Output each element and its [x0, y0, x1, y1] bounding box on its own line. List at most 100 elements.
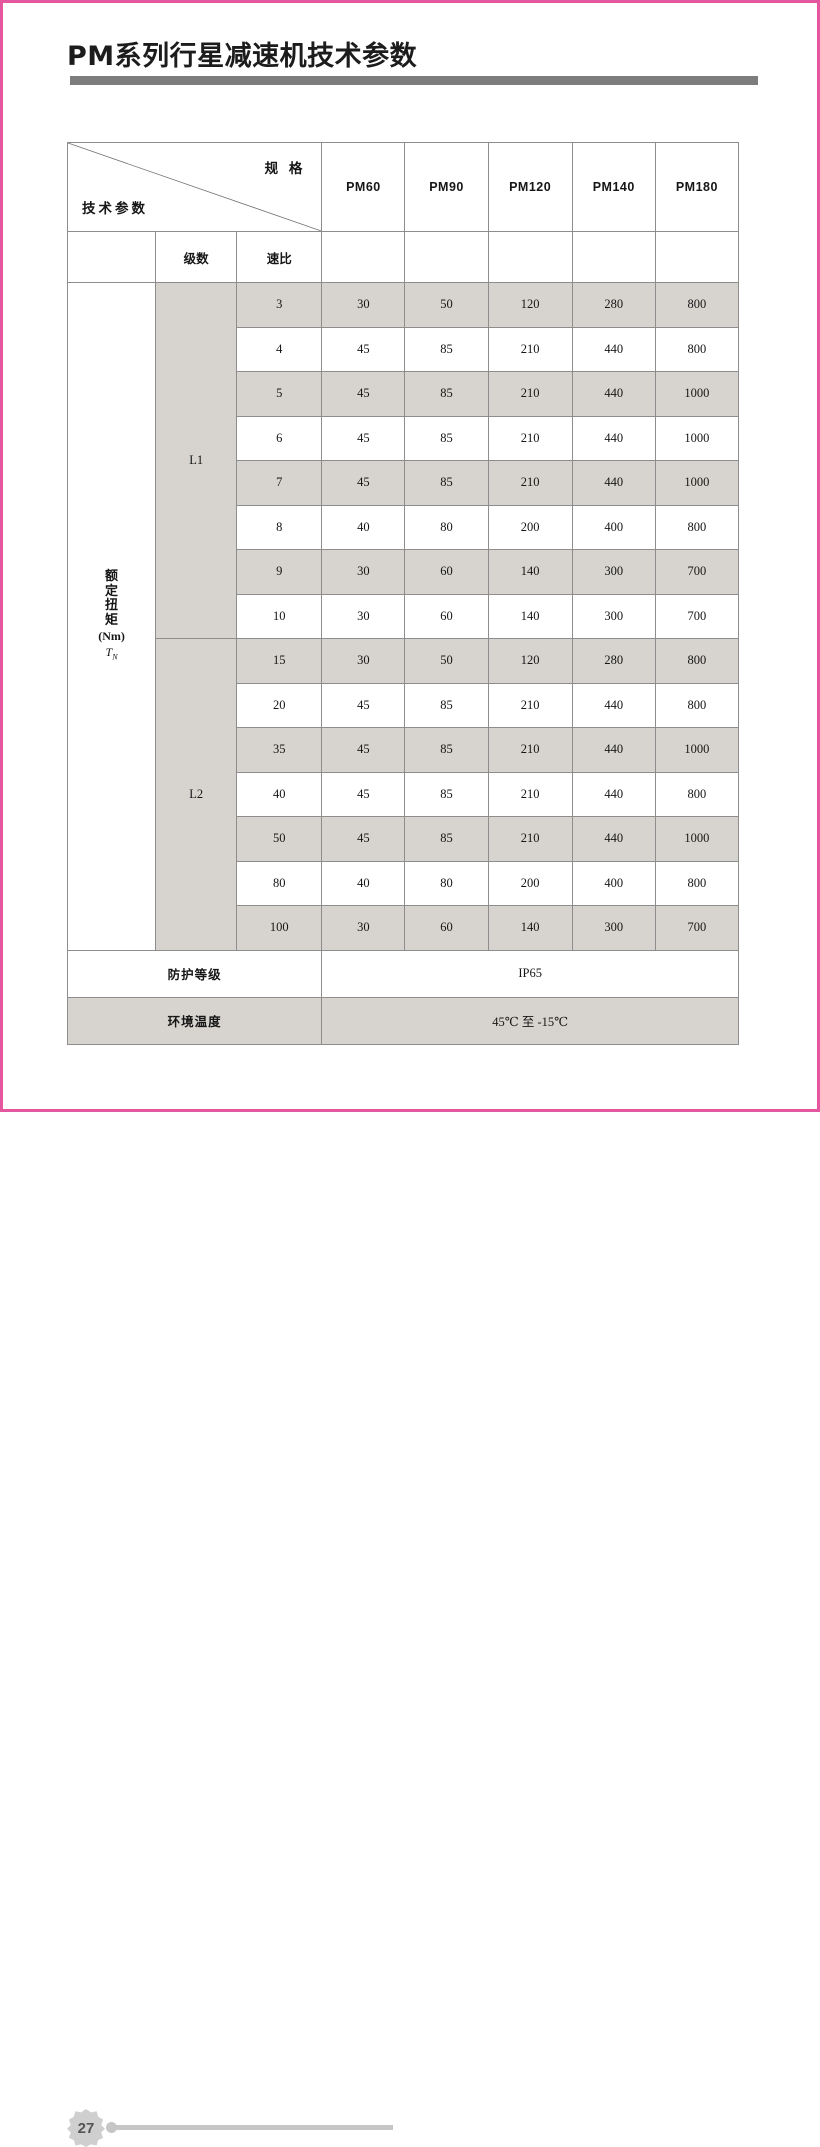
torque-value-pm60: 45	[321, 682, 406, 728]
page-footer: 27	[4, 1054, 820, 2147]
torque-value-pm90: 85	[404, 415, 489, 461]
torque-value-pm90: 85	[404, 771, 489, 817]
corner-spec-label: 规 格	[264, 161, 306, 177]
torque-value-pm120: 140	[487, 549, 573, 595]
torque-value-pm60: 45	[321, 460, 406, 506]
torque-value-pm120: 140	[487, 593, 573, 639]
subheader-stages: 级数	[155, 231, 238, 283]
footer-label-0: 防护等级	[66, 949, 323, 998]
ratio-cell: 15	[236, 638, 323, 684]
footer-line-decoration	[116, 2125, 393, 2130]
torque-value-pm120: 210	[487, 326, 573, 372]
table-row: 4 45 85 210 440 800	[68, 326, 740, 372]
torque-value-pm120: 210	[487, 460, 573, 506]
stage-cell-l2: L2	[155, 638, 238, 951]
table-row: 50 45 85 210 440 1000	[68, 816, 740, 862]
rated-torque-symbol: TN	[105, 644, 118, 662]
page-inner-frame: PM系列行星减速机技术参数 规 格技术参数 PM60 PM90 PM120 PM140 P…	[3, 3, 820, 2147]
model-header-pm60: PM60	[321, 142, 406, 232]
torque-value-pm60: 45	[321, 816, 406, 862]
table-row: 6 45 85 210 440 1000	[68, 415, 740, 461]
torque-value-pm140: 440	[571, 415, 656, 461]
torque-value-pm180: 700	[654, 593, 740, 639]
torque-value-pm90: 80	[404, 504, 489, 550]
table-row: 9 30 60 140 300 700	[68, 549, 740, 595]
torque-value-pm60: 30	[321, 282, 406, 328]
torque-value-pm180: 1000	[654, 816, 740, 862]
torque-value-pm140: 280	[571, 282, 656, 328]
torque-value-pm120: 200	[487, 504, 573, 550]
table-row: 8 40 80 200 400 800	[68, 504, 740, 550]
table-row: 额定扭矩 (Nm) TN L1 3 30 50 120 280 800	[66, 282, 740, 951]
torque-value-pm140: 440	[571, 371, 656, 417]
ratio-cell: 80	[236, 860, 323, 906]
torque-value-pm140: 300	[571, 593, 656, 639]
torque-value-pm140: 400	[571, 860, 656, 906]
torque-value-pm140: 440	[571, 460, 656, 506]
subheader-spacer-pm180	[654, 231, 740, 283]
ratio-cell: 50	[236, 816, 323, 862]
torque-value-pm140: 440	[571, 682, 656, 728]
rated-torque-char-0: 额	[105, 569, 119, 585]
rated-torque-char-3: 矩	[105, 612, 119, 628]
footer-label-1: 环境温度	[66, 996, 323, 1045]
subheader-spacer-pm120	[487, 231, 573, 283]
diagonal-divider-icon	[68, 143, 322, 231]
table-footer-row: 环境温度 45℃ 至 -15℃	[66, 996, 739, 1045]
torque-value-pm140: 400	[571, 504, 656, 550]
torque-value-pm180: 800	[654, 860, 740, 906]
torque-value-pm90: 85	[404, 816, 489, 862]
rated-torque-stack: 额定扭矩 (Nm) TN	[68, 570, 155, 662]
torque-value-pm90: 85	[404, 460, 489, 506]
torque-value-pm90: 85	[404, 326, 489, 372]
torque-value-pm60: 40	[321, 504, 406, 550]
torque-value-pm60: 40	[321, 860, 406, 906]
torque-value-pm120: 140	[487, 905, 573, 951]
table-footer-row: 防护等级 IP65	[66, 949, 739, 998]
ratio-cell: 8	[236, 504, 323, 550]
table-row: 40 45 85 210 440 800	[68, 771, 740, 817]
ratio-cell: 7	[236, 460, 323, 506]
subheader-spacer-pm60	[321, 231, 406, 283]
torque-value-pm60: 30	[321, 905, 406, 951]
rated-torque-char-2: 扭	[105, 598, 119, 614]
subheader-spacer-pm90	[404, 231, 489, 283]
torque-value-pm180: 800	[654, 638, 740, 684]
torque-value-pm120: 210	[487, 816, 573, 862]
torque-value-pm180: 800	[654, 326, 740, 372]
torque-value-pm90: 60	[404, 905, 489, 951]
model-header-pm90: PM90	[404, 142, 489, 232]
table-row: 80 40 80 200 400 800	[68, 860, 740, 906]
table-row: L2 15 30 50 120 280 800	[68, 638, 740, 951]
rated-torque-char-1: 定	[105, 583, 119, 599]
subheader-ratio: 速比	[236, 231, 323, 283]
torque-value-pm120: 210	[487, 727, 573, 773]
torque-value-pm120: 210	[487, 771, 573, 817]
torque-value-pm180: 1000	[654, 415, 740, 461]
subheader-spacer-pm140	[571, 231, 656, 283]
torque-value-pm140: 280	[571, 638, 656, 684]
torque-value-pm140: 300	[571, 905, 656, 951]
torque-value-pm90: 60	[404, 549, 489, 595]
model-header-pm140: PM140	[571, 142, 656, 232]
torque-value-pm180: 800	[654, 771, 740, 817]
ratio-cell: 20	[236, 682, 323, 728]
torque-value-pm60: 45	[321, 371, 406, 417]
torque-value-pm180: 800	[654, 282, 740, 328]
page-number-badge: 27	[67, 2109, 105, 2147]
torque-value-pm180: 1000	[654, 371, 740, 417]
torque-value-pm120: 210	[487, 415, 573, 461]
torque-value-pm90: 50	[404, 638, 489, 684]
page-title: PM系列行星减速机技术参数	[67, 41, 418, 72]
table-row: 100 30 60 140 300 700	[68, 905, 740, 951]
corner-param-label: 技术参数	[82, 201, 148, 217]
torque-value-pm60: 45	[321, 415, 406, 461]
torque-value-pm180: 700	[654, 549, 740, 595]
torque-value-pm90: 85	[404, 371, 489, 417]
table-row: 10 30 60 140 300 700	[68, 593, 740, 639]
rated-torque-label-cell: 额定扭矩 (Nm) TN	[66, 282, 157, 951]
ratio-cell: 10	[236, 593, 323, 639]
torque-value-pm180: 800	[654, 682, 740, 728]
torque-value-pm180: 800	[654, 504, 740, 550]
